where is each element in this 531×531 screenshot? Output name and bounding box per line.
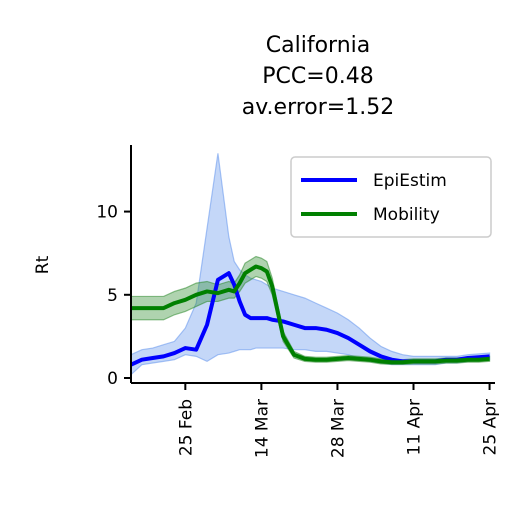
x-tick-label: 14 Mar [252, 399, 272, 458]
legend: EpiEstim Mobility [291, 157, 491, 237]
title-line-2: av.error=1.52 [242, 95, 394, 120]
legend-box [291, 157, 491, 237]
title-line-0: California [266, 33, 370, 58]
x-tick-label: 25 Apr [481, 399, 501, 455]
chart-title: California PCC=0.48 av.error=1.52 [242, 33, 394, 120]
x-tick-label: 11 Apr [405, 399, 425, 455]
y-axis-label: Rt [33, 255, 53, 274]
y-tick-label: 10 [96, 203, 118, 223]
x-tick-label: 25 Feb [176, 399, 196, 456]
legend-label-mobility: Mobility [373, 205, 440, 225]
title-line-1: PCC=0.48 [262, 64, 373, 89]
y-tick-label: 0 [107, 369, 118, 389]
y-tick-label: 5 [107, 286, 118, 306]
legend-label-epiestim: EpiEstim [373, 171, 447, 191]
x-tick-label: 28 Mar [328, 399, 348, 458]
